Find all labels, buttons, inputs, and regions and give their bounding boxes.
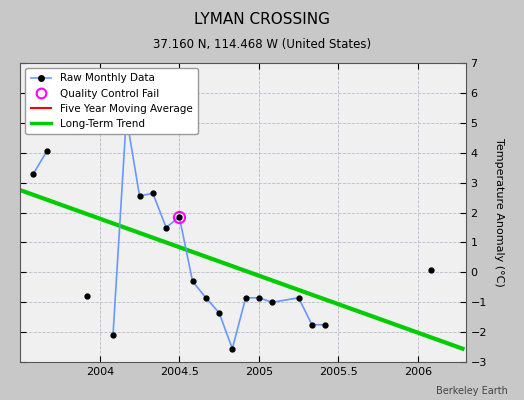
Text: 37.160 N, 114.468 W (United States): 37.160 N, 114.468 W (United States) [153, 38, 371, 51]
Text: Berkeley Earth: Berkeley Earth [436, 386, 508, 396]
Text: LYMAN CROSSING: LYMAN CROSSING [194, 12, 330, 27]
Legend: Raw Monthly Data, Quality Control Fail, Five Year Moving Average, Long-Term Tren: Raw Monthly Data, Quality Control Fail, … [26, 68, 198, 134]
Y-axis label: Temperature Anomaly (°C): Temperature Anomaly (°C) [494, 138, 504, 287]
